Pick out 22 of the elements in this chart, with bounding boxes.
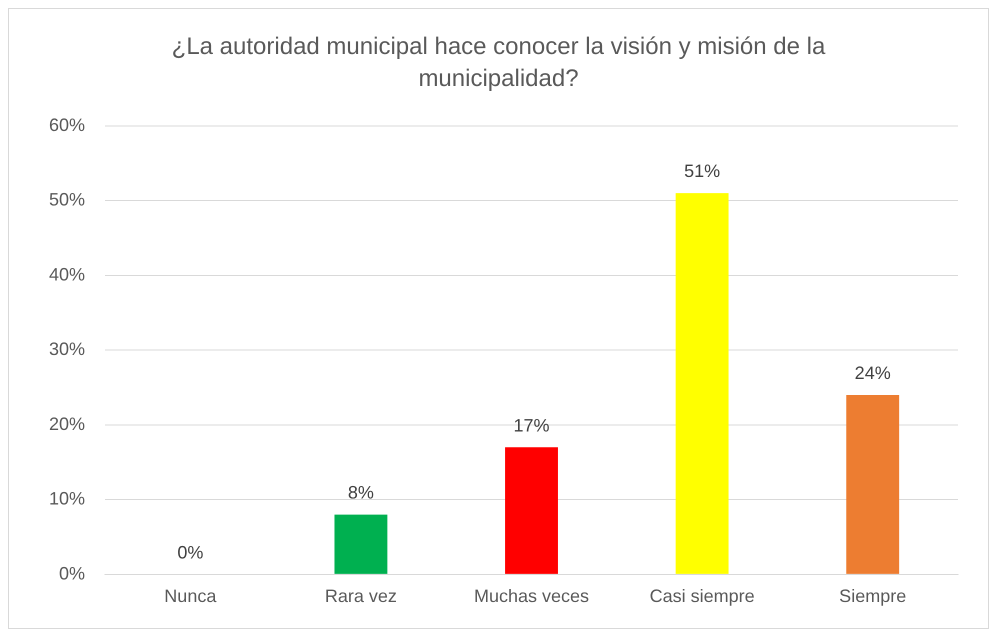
bar — [334, 514, 388, 574]
y-tick-label: 20% — [48, 414, 86, 434]
bar — [505, 447, 558, 574]
data-label: 51% — [684, 161, 720, 182]
bar — [846, 394, 900, 574]
x-tick-label: Nunca — [164, 586, 218, 606]
x-tick-label: Casi siempre — [650, 586, 755, 606]
y-tick-label: 60% — [48, 114, 86, 135]
data-label: 0% — [177, 542, 204, 562]
y-tick-label: 40% — [48, 264, 86, 284]
y-tick-label: 0% — [59, 563, 86, 584]
bar — [676, 193, 729, 574]
y-tick-label: 50% — [48, 190, 86, 210]
x-tick-label: Muchas veces — [474, 586, 590, 606]
x-tick-label: Siempre — [839, 586, 906, 606]
data-label: 24% — [854, 362, 891, 383]
data-label: 8% — [348, 482, 374, 503]
chart-title: ¿La autoridad municipal hace conocer la visión y misión de la municipalidad? — [170, 32, 826, 94]
data-label: 17% — [514, 415, 550, 436]
y-tick-label: 30% — [48, 339, 86, 360]
y-tick-label: 10% — [48, 488, 86, 509]
x-tick-label: Rara vez — [324, 586, 397, 606]
